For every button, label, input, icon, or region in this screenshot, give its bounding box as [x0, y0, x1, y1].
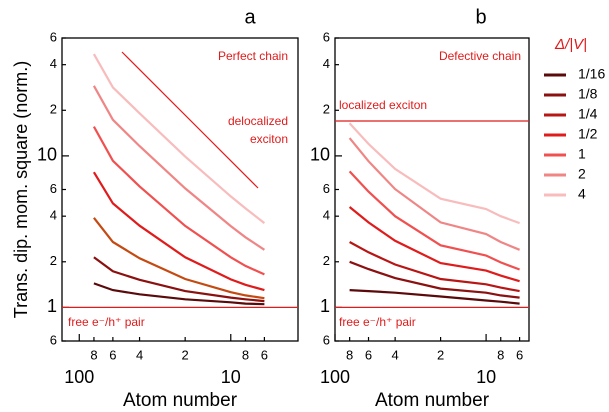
series-line — [92, 85, 266, 251]
y-tick-label: 6 — [323, 181, 330, 196]
x-tick-label: 100 — [64, 367, 94, 387]
y-tick-label: 6 — [50, 332, 57, 347]
legend-label: 1/16 — [578, 66, 605, 82]
series-line — [93, 282, 265, 306]
annotation: delocalized — [228, 114, 288, 128]
annotation: free e⁻/h⁺ pair — [68, 315, 145, 329]
y-axis-label: Trans. dip. mom. square (norm.) — [11, 61, 31, 318]
x-axis-label: Atom number — [123, 390, 238, 411]
x-tick-label: 2 — [182, 347, 189, 362]
x-tick-label: 8 — [242, 347, 249, 362]
y-tick-label: 2 — [323, 253, 330, 268]
x-tick-label: 8 — [497, 347, 504, 362]
y-tick-label: 4 — [50, 208, 57, 223]
y-tick-label: 4 — [323, 208, 330, 223]
panel-label: b — [475, 6, 486, 28]
annotation: free e⁻/h⁺ pair — [339, 315, 416, 329]
legend-label: 1/2 — [578, 126, 598, 142]
x-tick-label: 6 — [261, 347, 268, 362]
x-tick-label: 10 — [221, 367, 241, 387]
legend-label: 1/4 — [578, 106, 598, 122]
series-line — [92, 53, 266, 224]
panel-label: a — [244, 6, 256, 28]
y-tick-label: 2 — [50, 253, 57, 268]
y-tick-label: 4 — [323, 56, 330, 71]
x-tick-label: 100 — [320, 367, 350, 387]
series-line — [348, 170, 520, 271]
plot-frame — [61, 37, 299, 342]
y-tick-label: 1 — [47, 296, 57, 316]
legend-label: 4 — [578, 186, 586, 202]
x-tick-label: 10 — [476, 367, 496, 387]
legend-label: 1/8 — [578, 86, 598, 102]
legend-label: 1 — [578, 146, 586, 162]
slope-guide — [121, 51, 259, 189]
annotation: Perfect chain — [218, 49, 288, 63]
annotation: exciton — [250, 132, 288, 146]
legend-title: Δ/|V| — [554, 36, 587, 53]
series-line — [349, 241, 520, 293]
x-tick-label: 8 — [90, 347, 97, 362]
y-tick-label: 6 — [323, 29, 330, 44]
annotation: localized exciton — [339, 98, 427, 112]
y-tick-label: 6 — [50, 181, 57, 196]
series-line — [93, 217, 265, 300]
y-tick-label: 2 — [50, 102, 57, 117]
x-tick-label: 4 — [136, 347, 143, 362]
y-tick-label: 1 — [320, 296, 330, 316]
y-tick-label: 10 — [310, 145, 330, 165]
series-line — [349, 260, 520, 299]
series-line — [349, 289, 520, 305]
series-line — [92, 171, 265, 292]
x-tick-label: 6 — [365, 347, 372, 362]
x-tick-label: 2 — [437, 347, 444, 362]
x-tick-label: 8 — [346, 347, 353, 362]
y-tick-label: 4 — [50, 56, 57, 71]
series-line — [348, 206, 520, 283]
x-axis-label: Atom number — [375, 390, 490, 411]
annotation: Defective chain — [439, 49, 521, 63]
series-line — [348, 122, 520, 225]
x-tick-label: 4 — [392, 347, 399, 362]
y-tick-label: 2 — [323, 102, 330, 117]
x-tick-label: 6 — [516, 347, 523, 362]
y-tick-label: 6 — [50, 29, 57, 44]
y-tick-label: 10 — [37, 145, 57, 165]
legend-label: 2 — [578, 166, 586, 182]
y-tick-label: 6 — [323, 332, 330, 347]
x-tick-label: 6 — [109, 347, 116, 362]
series-line — [92, 126, 265, 276]
series-line — [348, 137, 521, 251]
series-line — [93, 256, 265, 303]
